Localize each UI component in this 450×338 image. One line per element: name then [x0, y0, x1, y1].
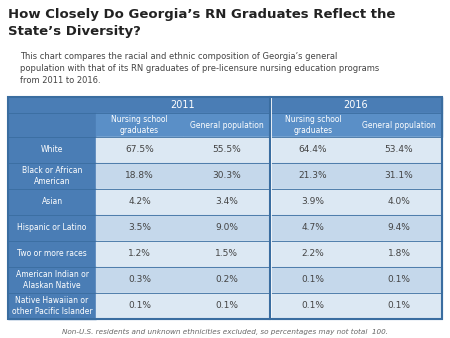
- Text: 67.5%: 67.5%: [125, 145, 154, 154]
- Bar: [356, 215, 442, 241]
- Text: 30.3%: 30.3%: [212, 171, 241, 180]
- Bar: [183, 189, 270, 215]
- Text: Nursing school
graduates: Nursing school graduates: [111, 115, 168, 135]
- Bar: [96, 113, 183, 137]
- Text: 4.0%: 4.0%: [387, 197, 410, 207]
- Bar: [96, 267, 183, 293]
- Bar: [8, 113, 96, 137]
- Text: 2011: 2011: [171, 100, 195, 110]
- Text: 0.1%: 0.1%: [215, 301, 238, 311]
- Text: General population: General population: [362, 121, 436, 129]
- Bar: [270, 189, 356, 215]
- Text: 64.4%: 64.4%: [299, 145, 327, 154]
- Text: 4.2%: 4.2%: [128, 197, 151, 207]
- Bar: [270, 97, 442, 113]
- Bar: [183, 267, 270, 293]
- Bar: [96, 137, 183, 163]
- Text: 0.1%: 0.1%: [387, 301, 410, 311]
- Bar: [8, 267, 96, 293]
- Bar: [270, 215, 356, 241]
- Text: 55.5%: 55.5%: [212, 145, 241, 154]
- Bar: [356, 137, 442, 163]
- Bar: [270, 267, 356, 293]
- Bar: [356, 189, 442, 215]
- Bar: [8, 293, 96, 319]
- Bar: [183, 163, 270, 189]
- Text: American Indian or
Alaskan Native: American Indian or Alaskan Native: [15, 270, 89, 290]
- Bar: [356, 293, 442, 319]
- Text: 0.1%: 0.1%: [387, 275, 410, 285]
- Text: 2016: 2016: [344, 100, 368, 110]
- Bar: [183, 113, 270, 137]
- Text: 0.1%: 0.1%: [128, 301, 151, 311]
- Text: 0.2%: 0.2%: [215, 275, 238, 285]
- Text: This chart compares the racial and ethnic composition of Georgia’s general
popul: This chart compares the racial and ethni…: [20, 52, 379, 84]
- Bar: [8, 97, 442, 319]
- Bar: [96, 215, 183, 241]
- Text: 18.8%: 18.8%: [125, 171, 154, 180]
- Bar: [356, 241, 442, 267]
- Bar: [356, 113, 442, 137]
- Bar: [8, 97, 96, 113]
- Bar: [8, 241, 96, 267]
- Text: 9.4%: 9.4%: [387, 223, 410, 233]
- Bar: [270, 163, 356, 189]
- Text: Black or African
American: Black or African American: [22, 166, 82, 186]
- Text: Asian: Asian: [41, 197, 63, 207]
- Bar: [270, 293, 356, 319]
- Text: How Closely Do Georgia’s RN Graduates Reflect the
State’s Diversity?: How Closely Do Georgia’s RN Graduates Re…: [8, 8, 396, 38]
- Text: 0.1%: 0.1%: [302, 275, 324, 285]
- Text: Non-U.S. residents and unknown ethnicities excluded, so percentages may not tota: Non-U.S. residents and unknown ethniciti…: [62, 329, 388, 335]
- Bar: [270, 137, 356, 163]
- Bar: [8, 137, 96, 163]
- Bar: [96, 293, 183, 319]
- Text: 1.8%: 1.8%: [387, 249, 410, 259]
- Text: 9.0%: 9.0%: [215, 223, 238, 233]
- Bar: [183, 241, 270, 267]
- Bar: [96, 241, 183, 267]
- Bar: [183, 215, 270, 241]
- Text: Native Hawaiian or
other Pacific Islander: Native Hawaiian or other Pacific Islande…: [12, 296, 92, 316]
- Text: Nursing school
graduates: Nursing school graduates: [284, 115, 342, 135]
- Text: 1.5%: 1.5%: [215, 249, 238, 259]
- Text: 2.2%: 2.2%: [302, 249, 324, 259]
- Text: 3.9%: 3.9%: [302, 197, 324, 207]
- Bar: [96, 97, 270, 113]
- Text: 21.3%: 21.3%: [299, 171, 327, 180]
- Bar: [8, 163, 96, 189]
- Text: Two or more races: Two or more races: [17, 249, 87, 259]
- Text: 0.3%: 0.3%: [128, 275, 151, 285]
- Text: 31.1%: 31.1%: [385, 171, 414, 180]
- Bar: [96, 163, 183, 189]
- Bar: [270, 241, 356, 267]
- Text: 53.4%: 53.4%: [385, 145, 413, 154]
- Text: White: White: [41, 145, 63, 154]
- Bar: [8, 215, 96, 241]
- Bar: [356, 267, 442, 293]
- Bar: [183, 137, 270, 163]
- Bar: [356, 163, 442, 189]
- Bar: [183, 293, 270, 319]
- Text: 0.1%: 0.1%: [302, 301, 324, 311]
- Text: 4.7%: 4.7%: [302, 223, 324, 233]
- Bar: [270, 113, 356, 137]
- Text: Hispanic or Latino: Hispanic or Latino: [17, 223, 87, 233]
- Text: General population: General population: [189, 121, 263, 129]
- Bar: [96, 189, 183, 215]
- Bar: [8, 189, 96, 215]
- Text: 3.5%: 3.5%: [128, 223, 151, 233]
- Text: 1.2%: 1.2%: [128, 249, 151, 259]
- Text: 3.4%: 3.4%: [215, 197, 238, 207]
